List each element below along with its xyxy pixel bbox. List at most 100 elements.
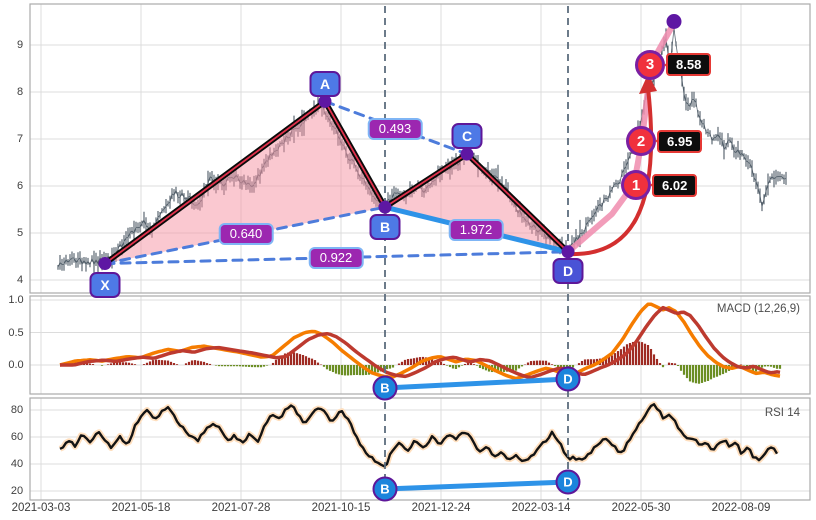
macd-histogram-bar — [259, 365, 263, 368]
macd-histogram-bar — [760, 365, 764, 368]
macd-histogram-bar — [313, 360, 317, 365]
macd-histogram-bar — [481, 365, 485, 370]
macd-histogram-bar — [238, 365, 242, 367]
macd-histogram-bar — [286, 352, 290, 365]
pattern-vertex-dot-C — [460, 147, 474, 161]
macd-histogram-bar — [151, 360, 155, 365]
macd-histogram-bar — [106, 364, 110, 365]
forecast-top-dot — [666, 14, 682, 29]
macd-histogram-bar — [532, 360, 536, 365]
macd-histogram-bar — [397, 363, 401, 365]
macd-histogram-bar — [466, 363, 470, 365]
macd-histogram-bar — [766, 365, 770, 367]
macd-histogram-bar — [541, 360, 545, 365]
macd-histogram-bar — [439, 362, 443, 365]
macd-histogram-bar — [256, 365, 260, 368]
pattern-vertex-dot-X — [98, 257, 112, 271]
macd-histogram-bar — [484, 365, 488, 371]
macd-histogram-bar — [412, 358, 416, 365]
macd-histogram-bar — [271, 362, 275, 365]
rsi-bd-trendline — [382, 479, 571, 492]
macd-histogram-bar — [244, 365, 248, 367]
macd-histogram-bar — [610, 355, 614, 365]
pattern-leg-core-XA — [104, 100, 326, 265]
macd-histogram-bar — [142, 364, 146, 365]
macd-histogram-bar — [586, 359, 590, 365]
macd-histogram-bar — [154, 359, 158, 365]
macd-histogram-bar — [673, 363, 677, 365]
macd-histogram-bar — [415, 357, 419, 365]
macd-histogram-bar — [535, 360, 539, 365]
macd-histogram-bar — [745, 365, 749, 367]
macd-histogram-bar — [445, 365, 449, 366]
macd-histogram-bar — [700, 365, 704, 383]
macd-histogram-bar — [250, 365, 254, 368]
macd-histogram-bar — [682, 365, 686, 375]
macd-histogram-bar — [436, 361, 440, 365]
panel-border-1 — [29, 295, 811, 395]
macd-histogram-bar — [358, 365, 362, 376]
macd-histogram-bar — [337, 365, 341, 375]
macd-histogram-bar — [328, 365, 332, 371]
macd-histogram-bar — [223, 365, 227, 367]
macd-histogram-bar — [742, 365, 746, 366]
macd-histogram-bar — [175, 364, 179, 365]
macd-histogram-bar — [661, 365, 665, 368]
macd-histogram-bar — [547, 362, 551, 365]
macd-histogram-bar — [280, 355, 284, 365]
macd-histogram-bar — [241, 365, 245, 367]
macd-histogram-bar — [508, 365, 512, 372]
macd-histogram-bar — [109, 363, 113, 365]
macd-histogram-bar — [124, 362, 128, 365]
macd-histogram-bar — [187, 361, 191, 365]
macd-histogram-bar — [670, 363, 674, 365]
macd-histogram-bar — [631, 341, 635, 365]
macd-histogram-bar — [160, 360, 164, 365]
macd-histogram-bar — [514, 365, 518, 371]
macd-histogram-bar — [442, 363, 446, 365]
macd-histogram-bar — [718, 365, 722, 376]
macd-histogram-bar — [301, 354, 305, 365]
macd-histogram-bar — [634, 341, 638, 365]
macd-histogram-bar — [85, 363, 89, 365]
macd-histogram-bar — [499, 365, 503, 373]
macd-histogram-bar — [289, 352, 293, 365]
macd-histogram-bar — [580, 360, 584, 365]
macd-histogram-bar — [679, 365, 683, 371]
macd-histogram-bar — [385, 365, 389, 370]
macd-histogram-bar — [643, 343, 647, 365]
macd-histogram-bar — [283, 353, 287, 365]
macd-histogram-bar — [463, 363, 467, 365]
macd-histogram-bar — [349, 365, 353, 376]
macd-histogram-bar — [769, 365, 773, 367]
macd-histogram-bar — [478, 365, 482, 368]
macd-line — [59, 302, 781, 381]
macd-histogram-bar — [121, 362, 125, 365]
macd-histogram-bar — [325, 365, 329, 370]
macd-histogram-bar — [220, 365, 224, 367]
macd-histogram-bar — [526, 362, 530, 365]
macd-histogram-bar — [91, 364, 95, 365]
macd-histogram-bar — [232, 365, 236, 367]
pattern-leg-core-BC — [384, 153, 468, 209]
macd-histogram-bar — [199, 361, 203, 365]
macd-histogram-bar — [712, 365, 716, 378]
macd-histogram-bar — [715, 365, 719, 377]
macd-histogram-bar — [370, 365, 374, 375]
pattern-vertex-dot-B — [378, 200, 392, 214]
macd-histogram-bar — [112, 362, 116, 365]
macd-histogram-bar — [778, 365, 782, 369]
macd-histogram-bar — [517, 365, 521, 369]
macd-histogram-bar — [577, 363, 581, 365]
forecast-pink-line — [565, 20, 677, 255]
macd-histogram-bar — [322, 365, 326, 367]
macd-histogram-bar — [691, 365, 695, 383]
macd-histogram-bar — [196, 360, 200, 365]
macd-histogram-bar — [340, 365, 344, 376]
macd-histogram-bar — [262, 365, 266, 367]
macd-histogram-bar — [604, 356, 608, 365]
panel-border-0 — [29, 3, 811, 294]
